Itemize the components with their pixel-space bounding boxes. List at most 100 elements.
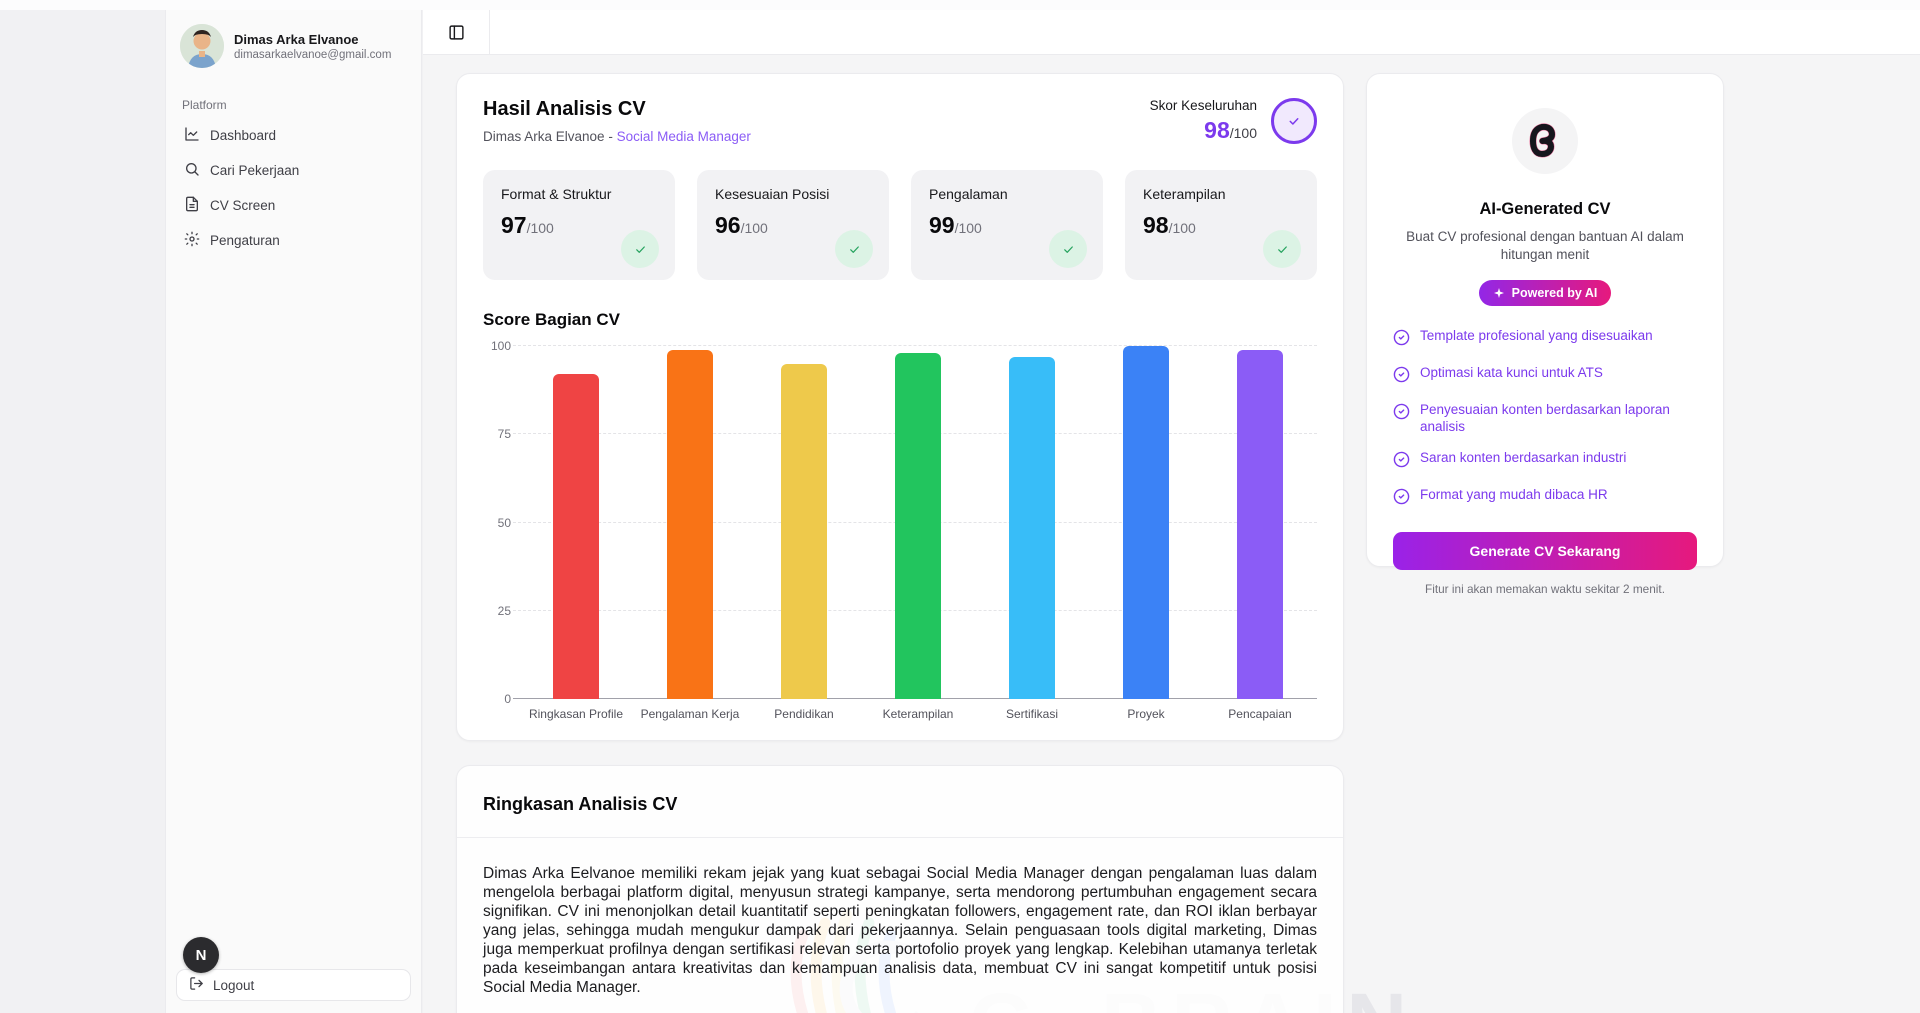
gbrain-logo-icon (1529, 123, 1556, 158)
file-text-icon (184, 196, 200, 215)
y-tick-label: 75 (497, 427, 511, 442)
dev-badge[interactable]: N (183, 937, 219, 973)
generate-cv-button[interactable]: Generate CV Sekarang (1393, 531, 1697, 570)
score-card-keterampilan: Keterampilan 98/100 (1125, 170, 1317, 280)
score-card-label: Kesesuaian Posisi (715, 186, 830, 202)
circle-check-icon (1393, 450, 1410, 473)
score-card-value: 99 (929, 212, 955, 238)
check-icon (1263, 230, 1301, 268)
ai-feature-label: Penyesuaian konten berdasarkan laporan a… (1420, 402, 1670, 435)
summary-paragraph: Dimas Arka Eelvanoe memiliki rekam jejak… (483, 865, 1317, 996)
x-label-sertifikasi: Sertifikasi (1005, 707, 1058, 721)
bar-sertifikasi (1009, 356, 1055, 699)
ai-feature-penyesuaian-konten-berdasarkan: Penyesuaian konten berdasarkan laporan a… (1393, 402, 1697, 436)
score-card-value: 97 (501, 212, 527, 238)
bar-proyek (1123, 346, 1169, 699)
sidebar-toggle-button[interactable] (439, 15, 473, 49)
check-icon (835, 230, 873, 268)
ai-feature-template-profesional-yang-dise: Template profesional yang disesuaikan (1393, 328, 1697, 351)
x-label-pencapaian: Pencapaian (1228, 707, 1292, 721)
powered-by-ai-badge: Powered by AI (1478, 280, 1612, 307)
y-tick-label: 100 (490, 339, 511, 353)
logout-icon (189, 976, 204, 994)
topbar (423, 9, 1920, 55)
score-card-label: Pengalaman (929, 186, 1008, 202)
user-profile: Dimas Arka Elvanoe dimasarkaelvanoe@gmai… (178, 20, 409, 72)
ai-card-note: Fitur ini akan memakan waktu sekitar 2 m… (1425, 581, 1665, 596)
subtitle-separator: - (604, 129, 617, 144)
user-email: dimasarkaelvanoe@gmail.com (234, 48, 392, 61)
logout-button[interactable]: Logout (176, 969, 411, 1001)
ai-card-title: AI-Generated CV (1479, 200, 1611, 218)
circle-check-icon (1393, 328, 1410, 351)
sparkle-icon (1493, 288, 1504, 299)
sidebar-item-label: CV Screen (210, 198, 276, 213)
analysis-header: Hasil Analisis CV Dimas Arka Elvanoe - S… (483, 98, 1317, 144)
analysis-subtitle: Dimas Arka Elvanoe - Social Media Manage… (483, 129, 751, 144)
user-name: Dimas Arka Elvanoe (234, 31, 359, 47)
sidebar-section-label: Platform (182, 98, 227, 112)
sidebar-item-dashboard[interactable]: Dashboard (178, 118, 409, 153)
score-card-value: 98 (1143, 212, 1169, 238)
ai-feature-label: Template profesional yang disesuaikan (1420, 328, 1653, 344)
circle-check-icon (1393, 402, 1410, 425)
score-card-label: Keterampilan (1143, 186, 1226, 202)
score-card-pengalaman: Pengalaman 99/100 (911, 170, 1103, 280)
summary-title: Ringkasan Analisis CV (483, 794, 678, 814)
x-label-pendidikan: Pendidikan (774, 707, 834, 721)
topbar-divider (489, 9, 490, 55)
powered-by-ai-label: Powered by AI (1511, 286, 1598, 301)
check-icon (621, 230, 659, 268)
ai-feature-label: Format yang mudah dibaca HR (1420, 486, 1608, 502)
content: G–BRAIN Hasil Analisis CV Dimas Arka Elv… (423, 55, 1920, 1013)
settings-icon (184, 231, 200, 250)
sidebar-item-cv-screen[interactable]: CV Screen (178, 188, 409, 223)
search-icon (184, 161, 200, 180)
overall-score-label: Skor Keseluruhan (1149, 98, 1257, 113)
x-label-pengalaman-kerja: Pengalaman Kerja (640, 707, 740, 721)
logout-label: Logout (213, 977, 255, 993)
candidate-role-link[interactable]: Social Media Manager (616, 129, 751, 144)
ai-cv-card: AI-Generated CV Buat CV profesional deng… (1366, 73, 1724, 596)
chart-y-axis: 0 25 50 75 100 (483, 339, 519, 706)
ai-feature-list: Template profesional yang disesuaikan Opt… (1393, 328, 1697, 509)
bar-pencapaian (1237, 349, 1283, 699)
sidebar-item-label: Pengaturan (210, 233, 280, 248)
ai-feature-optimasi-kata-kunci-untuk-ats: Optimasi kata kunci untuk ATS (1393, 365, 1697, 388)
summary-header: Ringkasan Analisis CV (457, 766, 1343, 838)
gridline (513, 345, 1317, 346)
summary-card: Ringkasan Analisis CV Dimas Arka Eelvano… (456, 765, 1344, 1013)
bar-pengalaman-kerja (667, 349, 713, 699)
score-cards-row: Format & Struktur 97/100 Kesesuaian Posisi… (483, 170, 1317, 280)
candidate-name: Dimas Arka Elvanoe (483, 129, 605, 144)
x-label-proyek: Proyek (1127, 707, 1165, 721)
sidebar-item-label: Dashboard (210, 128, 277, 143)
check-icon (1049, 230, 1087, 268)
gbrain-logo (1512, 108, 1578, 174)
sidebar-nav: Dashboard Cari Pekerjaan CV Screen Pengatur… (178, 118, 409, 258)
overall-score-value: 98 (1204, 117, 1230, 143)
top-strip (0, 0, 1920, 10)
main-area: G–BRAIN Hasil Analisis CV Dimas Arka Elv… (423, 9, 1920, 1013)
overall-score-block: Skor Keseluruhan 98/100 (1150, 98, 1317, 144)
y-tick-label: 0 (504, 692, 511, 706)
score-card-max: /100 (526, 220, 554, 236)
score-card-value: 96 (715, 212, 741, 238)
x-label-keterampilan: Keterampilan (882, 707, 954, 721)
score-card-max: /100 (740, 220, 768, 236)
sidebar-item-pengaturan[interactable]: Pengaturan (178, 223, 409, 258)
bar-ringkasan-profile (553, 374, 599, 699)
sidebar-item-cari-pekerjaan[interactable]: Cari Pekerjaan (178, 153, 409, 188)
x-label-ringkasan-profile: Ringkasan Profile (528, 707, 624, 721)
chart-title: Score Bagian CV (483, 310, 620, 329)
analysis-title: Hasil Analisis CV (483, 98, 646, 120)
ai-feature-format-yang-mudah-dibaca-hr: Format yang mudah dibaca HR (1393, 487, 1697, 510)
sidebar-item-label: Cari Pekerjaan (210, 163, 300, 178)
overall-check-icon (1271, 98, 1317, 144)
y-tick-label: 50 (497, 515, 511, 530)
circle-check-icon (1393, 365, 1410, 388)
ai-feature-saran-konten-berdasarkan-indus: Saran konten berdasarkan industri (1393, 450, 1697, 473)
ai-feature-label: Saran konten berdasarkan industri (1420, 449, 1627, 465)
score-card-format-struktur: Format & Struktur 97/100 (483, 170, 675, 280)
